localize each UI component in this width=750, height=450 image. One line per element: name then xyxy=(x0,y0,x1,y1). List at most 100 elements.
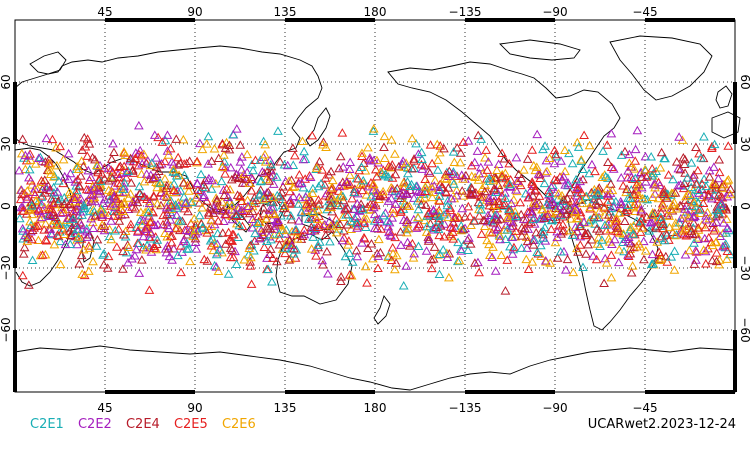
observation-marker xyxy=(123,193,134,202)
bottom-lon-label: 135 xyxy=(274,401,297,415)
observation-marker xyxy=(640,151,651,161)
observation-marker xyxy=(294,179,304,188)
observation-marker xyxy=(299,229,310,239)
observation-marker xyxy=(140,224,150,233)
observation-marker xyxy=(588,251,598,260)
observation-marker xyxy=(75,171,86,180)
observation-marker xyxy=(618,228,629,238)
observation-marker xyxy=(153,166,164,175)
observation-marker xyxy=(648,234,659,243)
observation-marker xyxy=(659,235,670,245)
observation-marker xyxy=(24,151,34,160)
observation-marker xyxy=(247,206,258,216)
observation-marker xyxy=(58,224,68,234)
observation-marker xyxy=(211,249,222,259)
observation-marker xyxy=(386,135,397,144)
observation-marker xyxy=(167,157,177,166)
observation-marker xyxy=(72,239,83,249)
observation-marker xyxy=(560,265,571,274)
observation-marker xyxy=(123,257,133,267)
observation-marker xyxy=(185,226,195,235)
observation-marker xyxy=(627,194,637,203)
observation-marker xyxy=(368,126,379,135)
observation-marker xyxy=(290,253,301,262)
observation-marker xyxy=(650,179,660,188)
observation-marker xyxy=(56,208,66,217)
observation-marker xyxy=(488,175,499,185)
observation-marker xyxy=(268,192,278,202)
observation-marker xyxy=(421,246,432,255)
observation-marker xyxy=(221,184,232,193)
observation-marker xyxy=(228,129,238,139)
observation-marker xyxy=(90,154,100,164)
observation-marker xyxy=(189,213,200,223)
observation-marker xyxy=(717,182,727,191)
observation-marker xyxy=(161,190,172,200)
observation-marker xyxy=(32,184,43,193)
legend-item-c2e2: C2E2 xyxy=(77,417,112,432)
observation-marker xyxy=(585,204,596,213)
observation-marker xyxy=(103,210,114,220)
coastline-greenland xyxy=(609,35,713,101)
observation-marker xyxy=(502,225,513,234)
left-lat-label: 0 xyxy=(0,202,13,210)
right-lat-label: 30 xyxy=(738,136,750,151)
observation-marker xyxy=(225,184,235,194)
observation-marker xyxy=(138,231,149,241)
observation-marker xyxy=(49,187,59,197)
observation-marker xyxy=(504,158,515,168)
observation-marker xyxy=(344,248,355,257)
observation-marker xyxy=(482,235,492,245)
observation-marker xyxy=(457,186,468,195)
observation-marker xyxy=(500,198,510,208)
observation-marker xyxy=(39,202,50,212)
observation-marker xyxy=(264,176,275,185)
observation-marker xyxy=(36,176,47,185)
observation-marker xyxy=(653,193,664,203)
observation-marker xyxy=(530,184,540,194)
observation-marker xyxy=(550,187,561,197)
observation-marker xyxy=(27,180,37,189)
observation-marker xyxy=(171,210,182,220)
observation-marker xyxy=(558,205,569,215)
observation-marker xyxy=(162,146,173,155)
observation-marker xyxy=(714,154,725,164)
observation-marker xyxy=(601,258,612,267)
observation-marker xyxy=(98,250,108,259)
observation-marker xyxy=(114,172,125,182)
observation-marker xyxy=(713,194,724,204)
observation-marker xyxy=(103,185,114,194)
observation-marker xyxy=(566,214,576,223)
observation-marker xyxy=(59,229,70,238)
observation-marker xyxy=(684,245,695,255)
observation-marker xyxy=(212,239,223,248)
observation-marker xyxy=(697,220,707,229)
observation-marker xyxy=(692,165,703,175)
observation-marker xyxy=(83,185,94,194)
observation-marker xyxy=(284,235,295,245)
observation-marker xyxy=(673,163,684,173)
observation-marker xyxy=(344,164,355,174)
observation-marker xyxy=(490,210,501,220)
observation-marker xyxy=(326,192,337,201)
observation-marker xyxy=(162,231,173,241)
observation-marker xyxy=(314,218,324,228)
observation-marker xyxy=(35,213,45,223)
observation-marker xyxy=(335,192,346,201)
observation-marker xyxy=(567,158,578,168)
observation-marker xyxy=(206,221,217,230)
observation-marker xyxy=(17,134,28,143)
observation-marker xyxy=(121,247,132,257)
observation-marker xyxy=(523,224,534,233)
observation-marker xyxy=(679,178,690,187)
observation-marker xyxy=(325,200,336,210)
observation-marker xyxy=(228,252,239,262)
observation-marker xyxy=(447,176,458,185)
observation-marker xyxy=(630,173,641,183)
observation-marker xyxy=(586,235,597,244)
observation-marker xyxy=(681,191,691,201)
observation-marker xyxy=(592,239,603,248)
observation-marker xyxy=(302,199,312,208)
observation-marker xyxy=(376,224,386,233)
observation-marker xyxy=(65,239,76,248)
